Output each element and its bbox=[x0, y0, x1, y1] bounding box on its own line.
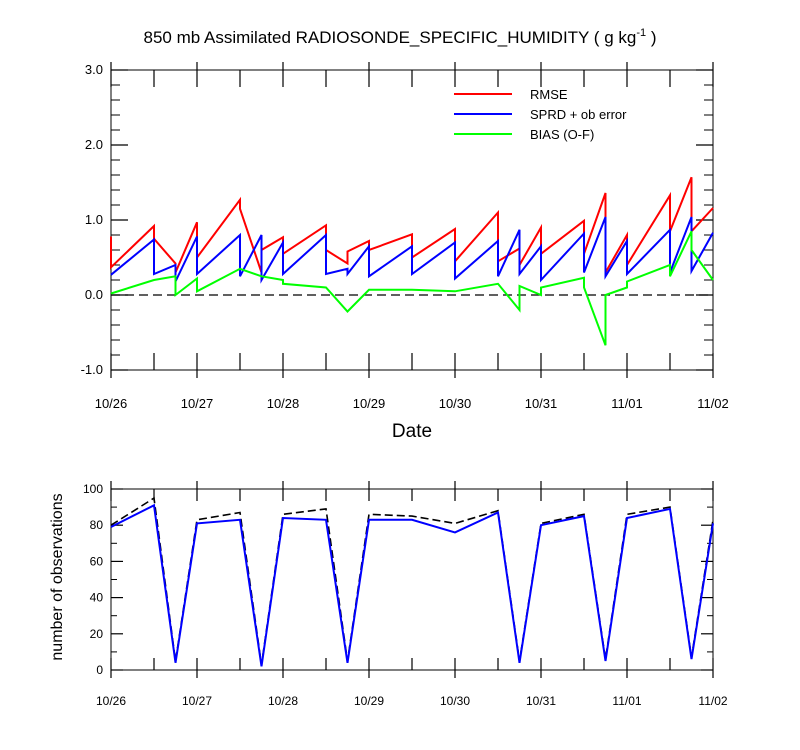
chart-title-text: 850 mb Assimilated RADIOSONDE_SPECIFIC_H… bbox=[144, 28, 637, 47]
x-tick-label-1: 10/28 bbox=[268, 694, 298, 708]
series-line-sprd-ob-error bbox=[110, 216, 714, 284]
x-tick-label-1: 10/30 bbox=[440, 694, 470, 708]
y-tick-label-1: 100 bbox=[83, 482, 103, 496]
x-tick-label-1: 10/29 bbox=[354, 694, 384, 708]
x-tick-label-0: 10/26 bbox=[95, 396, 128, 411]
x-axis-label: Date bbox=[392, 421, 432, 442]
x-tick-label-1: 10/31 bbox=[526, 694, 556, 708]
x-tick-label-0: 10/30 bbox=[439, 396, 472, 411]
y-tick-label-1: 0 bbox=[96, 663, 103, 677]
y-tick-label-0: 0.0 bbox=[85, 287, 103, 302]
x-tick-label-1: 11/02 bbox=[698, 694, 727, 708]
series-line-bias-o-f- bbox=[110, 230, 714, 346]
x-tick-label-0: 10/29 bbox=[353, 396, 386, 411]
legend-label-bias-o-f-: BIAS (O-F) bbox=[530, 127, 594, 142]
y-tick-label-0: 3.0 bbox=[85, 62, 103, 77]
chart-title-superscript: -1 bbox=[636, 27, 646, 39]
series-line-assimilated-observations bbox=[110, 503, 714, 667]
x-tick-label-0: 11/01 bbox=[611, 396, 643, 411]
y-tick-label-0: -1.0 bbox=[81, 362, 103, 377]
y-tick-label-1: 40 bbox=[90, 591, 104, 605]
x-tick-label-1: 10/27 bbox=[182, 694, 212, 708]
legend-label-rmse: RMSE bbox=[530, 87, 568, 102]
x-tick-label-1: 11/01 bbox=[612, 694, 641, 708]
x-tick-label-0: 10/27 bbox=[181, 396, 214, 411]
chart-title-close: ) bbox=[646, 28, 656, 47]
x-tick-label-0: 10/31 bbox=[525, 396, 558, 411]
chart-title: 850 mb Assimilated RADIOSONDE_SPECIFIC_H… bbox=[144, 27, 657, 47]
series-line-possible-observations bbox=[110, 496, 714, 665]
y-tick-label-1: 80 bbox=[90, 518, 104, 532]
legend-label-sprd-ob-error: SPRD + ob error bbox=[530, 107, 627, 122]
x-tick-label-0: 11/02 bbox=[697, 396, 729, 411]
y-tick-label-1: 60 bbox=[90, 554, 104, 568]
y-tick-label-1: 20 bbox=[90, 627, 104, 641]
x-tick-label-0: 10/28 bbox=[267, 396, 300, 411]
plots-layer: 10/26 10/27 10/28 10/29 10/30 10/31 11/01 11/02… bbox=[81, 62, 729, 708]
y-tick-label-0: 1.0 bbox=[85, 212, 103, 227]
y-tick-label-0: 2.0 bbox=[85, 137, 103, 152]
y-axis-label-observations: number of observations bbox=[49, 493, 66, 660]
x-tick-label-1: 10/26 bbox=[96, 694, 126, 708]
